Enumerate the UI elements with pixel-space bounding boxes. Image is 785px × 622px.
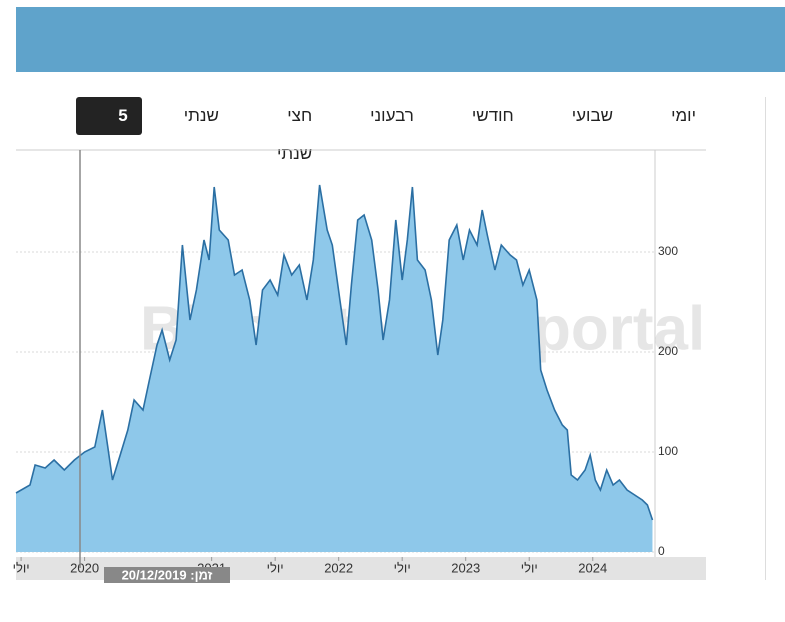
tab-active[interactable]: 5 שנים [75, 97, 142, 163]
x-tick-label: 2020 [70, 560, 99, 575]
y-tick-label: 300 [658, 244, 678, 258]
x-tick-label: יולי [394, 560, 411, 575]
tab[interactable]: חצי שנתי [276, 106, 313, 163]
period-tabs: יומי שבועי חודשי רבעוני חצי שנתי שנתי 5 … [75, 97, 710, 163]
tab[interactable]: שנתי [183, 106, 219, 125]
tab[interactable]: שבועי [571, 106, 614, 125]
tab[interactable]: חודשי [471, 106, 514, 125]
x-tick-label: יולי [13, 560, 30, 575]
x-tick-label: יולי [521, 560, 538, 575]
line [15, 184, 654, 521]
y-tick-label: 100 [658, 444, 678, 458]
x-tick-label: 2022 [324, 560, 353, 575]
x-tick-label: יולי [267, 560, 284, 575]
x-tick-label: 2023 [451, 560, 480, 575]
tab[interactable]: יומי [671, 106, 696, 125]
crosshair-box [104, 567, 230, 583]
tab[interactable]: רבעוני [370, 106, 414, 125]
area [16, 185, 653, 552]
y-tick-label: 0 [658, 544, 665, 558]
y-tick-label: 200 [658, 344, 678, 358]
divider [765, 97, 766, 580]
crosshair-label: זמן: 20/12/2019 [122, 567, 213, 582]
x-tick-label: 2024 [578, 560, 607, 575]
header-banner [16, 7, 785, 72]
